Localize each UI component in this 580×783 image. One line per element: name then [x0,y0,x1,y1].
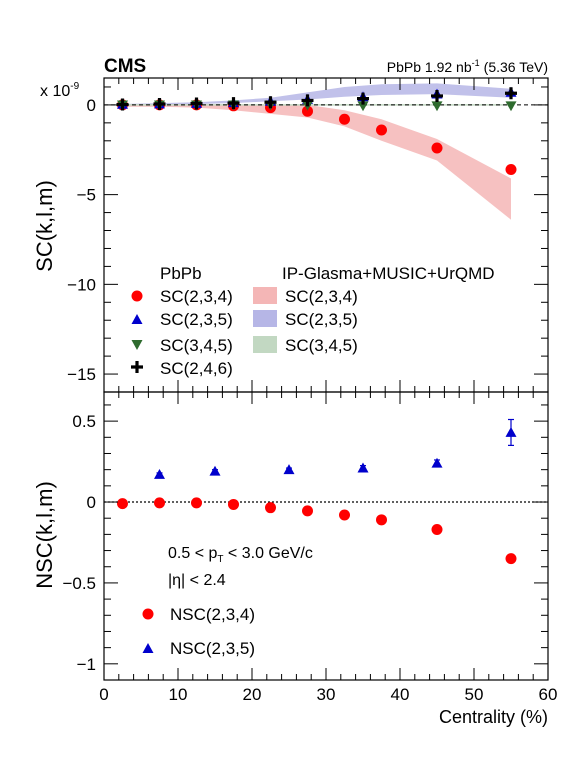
top-data-points [116,86,517,176]
x-tick-label: 60 [539,685,558,704]
point-sc246 [264,96,277,109]
x-tick-label: 30 [317,685,336,704]
point-sc234 [376,124,387,136]
eta-range-annotation: |η| < 2.4 [168,572,226,589]
point-sc345 [357,101,369,112]
point-nsc234 [265,502,276,514]
point-nsc234 [431,524,443,536]
lumi-exponent: -1 [472,58,480,68]
point-sc234 [431,142,443,154]
legend-label-band-sc235: SC(2,3,5) [285,310,358,329]
legend-marker-sc235 [131,314,143,324]
bottom-panel: 0 10 20 30 40 50 60 0.5 0 −0.5 −1 NSC(k,l,m) Centr… [32,391,557,727]
y-tick-label: 0 [87,493,96,512]
legend-band-sc234 [253,287,277,304]
point-sc234 [339,113,350,125]
y-multiplier-prefix: x 10 [40,83,70,100]
point-sc246 [431,89,443,102]
point-nsc235 [283,464,295,475]
y-tick-label: −15 [67,365,96,384]
legend-label-sc234: SC(2,3,4) [160,287,233,306]
x-tick-label: 0 [99,685,108,704]
point-nsc235 [357,462,369,473]
y-tick-label: −5 [77,186,96,205]
point-nsc234 [302,505,313,517]
x-tick-label: 20 [243,685,262,704]
legend-label-sc345: SC(3,4,5) [160,336,233,355]
point-sc246 [190,97,203,110]
legend-label-nsc235: NSC(2,3,5) [170,639,255,658]
y-tick-label: −10 [67,275,96,294]
lumi-prefix: PbPb 1.92 nb [387,59,472,75]
legend-label-band-sc345: SC(3,4,5) [285,336,358,355]
pt-range-annotation: 0.5 < pT < 3.0 GeV/c [168,545,313,565]
y-tick-label: −0.5 [62,574,96,593]
legend-marker-nsc235 [142,643,154,653]
top-y-axis-label: SC(k,l,m) [32,180,57,272]
point-sc246 [505,87,517,100]
y-tick-label: 0 [87,96,96,115]
pt-range-tail: < 3.0 GeV/c [223,545,312,562]
legend-data-header: PbPb [160,264,202,283]
point-sc234 [505,164,517,176]
point-nsc234 [505,553,517,565]
point-nsc234 [339,509,350,521]
legend-label-nsc234: NSC(2,3,4) [170,605,255,624]
pt-range-prefix: 0.5 < p [168,545,217,562]
legend-label-sc235: SC(2,3,5) [160,310,233,329]
x-axis-label: Centrality (%) [439,707,548,727]
x-tick-label: 10 [169,685,188,704]
legend-label-band-sc234: SC(2,3,4) [285,287,358,306]
band-sc234 [122,104,511,220]
bottom-legend: NSC(2,3,4) NSC(2,3,5) [142,605,255,658]
point-sc345 [505,101,517,112]
pt-range-subscript: T [217,554,223,565]
point-sc246 [116,98,129,111]
y-tick-label: 0.5 [72,412,96,431]
top-panel: 0 −5 −10 −15 SC(k,l,m) PbPb IP-Glasma+MUSIC… [32,77,549,393]
point-nsc234 [117,498,128,510]
point-sc234 [302,105,313,117]
legend-marker-sc246 [131,361,143,373]
point-nsc234 [376,514,387,526]
point-sc246 [357,92,369,105]
top-model-bands [122,83,511,220]
experiment-label: CMS [104,56,146,77]
bottom-panel-frame [103,391,549,681]
y-multiplier-exponent: -9 [70,81,79,92]
point-sc345 [431,101,443,112]
point-sc246 [227,97,240,110]
band-sc235 [122,83,511,105]
bottom-y-axis-label: NSC(k,l,m) [32,481,57,589]
point-nsc235 [505,426,517,437]
lumi-label: PbPb 1.92 nb-1 (5.36 TeV) [387,58,548,75]
point-nsc235 [154,469,165,479]
legend-marker-nsc234 [142,608,154,620]
top-legend: PbPb IP-Glasma+MUSIC+UrQMD SC(2,3,4) SC(… [131,264,495,378]
point-nsc234 [154,497,165,509]
legend-model-header: IP-Glasma+MUSIC+UrQMD [282,264,495,283]
legend-band-sc235 [253,310,277,327]
point-nsc235 [431,457,443,468]
bottom-data-points [117,418,517,565]
x-tick-label: 50 [465,685,484,704]
legend-band-sc345 [253,336,277,353]
legend-marker-sc234 [131,290,143,302]
point-sc246 [153,98,166,111]
point-sc246 [301,94,314,107]
point-nsc234 [191,497,202,509]
legend-label-sc246: SC(2,4,6) [160,359,233,378]
point-nsc234 [228,498,239,510]
bottom-axis-ticks: 0 10 20 30 40 50 60 0.5 0 −0.5 −1 [62,392,557,704]
point-nsc235 [209,465,221,476]
y-multiplier-label: x 10-9 [40,81,80,100]
y-tick-label: −1 [77,655,96,674]
x-tick-label: 40 [391,685,410,704]
legend-marker-sc345 [131,340,143,350]
lumi-suffix: (5.36 TeV) [484,59,548,75]
